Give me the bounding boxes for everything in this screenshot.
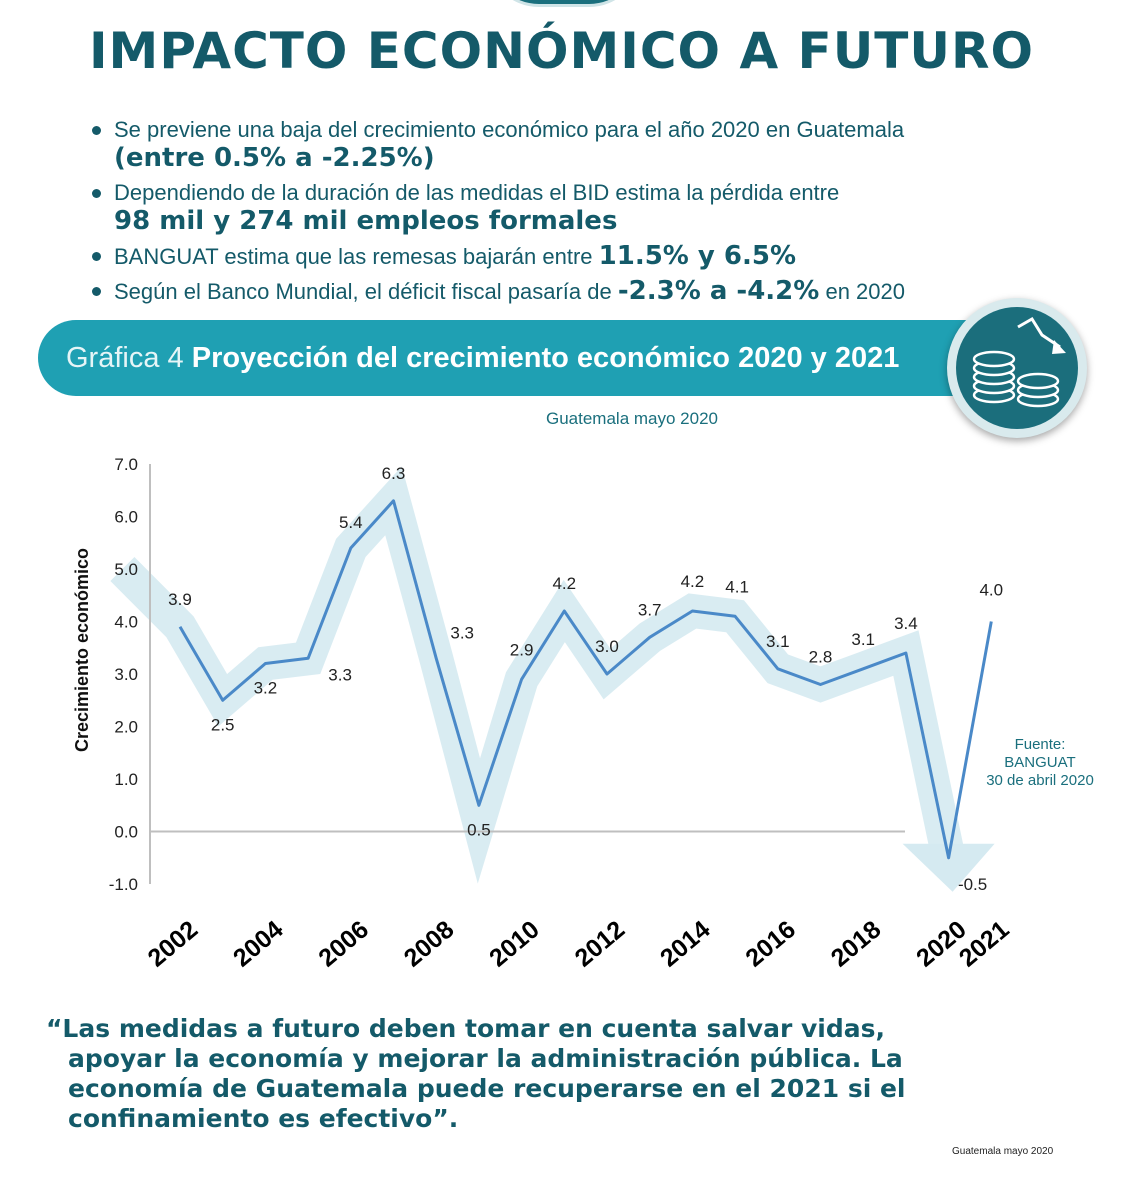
x-tick-label: 2014 [655, 915, 716, 972]
y-tick-label: 5.0 [114, 560, 138, 579]
bullet-highlight: -2.3% a -4.2% [617, 276, 820, 306]
x-tick-label: 2012 [570, 915, 631, 972]
bullet-text: BANGUAT estima que las remesas bajarán e… [114, 244, 593, 269]
data-label: 2.5 [211, 715, 235, 734]
data-label: 4.2 [681, 572, 705, 591]
y-tick-label: 6.0 [114, 508, 138, 527]
bullet-gdp: Se previene una baja del crecimiento eco… [92, 116, 1092, 173]
bullet-text: Dependiendo de la duración de las medida… [114, 180, 840, 205]
top-decorative-arc [486, 0, 642, 7]
x-tick-label: 2002 [143, 915, 204, 972]
data-label: 6.3 [382, 464, 406, 483]
source-name: BANGUAT [1004, 754, 1076, 771]
x-tick-label: 2008 [399, 915, 460, 972]
source-date: 30 de abril 2020 [986, 772, 1094, 789]
data-label: 3.3 [450, 623, 474, 642]
data-label: 5.4 [339, 513, 363, 532]
key-points-list: Se previene una baja del crecimiento eco… [92, 116, 1092, 312]
data-label: 4.2 [552, 574, 576, 593]
chart-banner-title: Gráfica 4 Proyección del crecimiento eco… [66, 336, 899, 380]
y-axis-title: Crecimiento económico [72, 548, 92, 752]
bullet-dot-icon [92, 126, 101, 135]
y-tick-label: 3.0 [114, 665, 138, 684]
x-tick-label: 2006 [313, 915, 374, 972]
trend-band-arrowhead [902, 843, 995, 892]
bullet-remittances: BANGUAT estima que las remesas bajarán e… [92, 242, 1092, 271]
bullet-highlight: (entre 0.5% a -2.25%) [114, 143, 435, 173]
x-tick-label: 2018 [826, 915, 887, 972]
quote-line: economía de Guatemala puede recuperarse … [68, 1074, 906, 1103]
bullet-jobs: Dependiendo de la duración de las medida… [92, 179, 1092, 236]
coins-icon [972, 316, 1066, 408]
chart-title: Proyección del crecimiento económico 202… [191, 342, 900, 374]
growth-line-chart: -1.0 0.0 1.0 2.0 3.0 4.0 5.0 6.0 7.0 Crecimiento … [72, 455, 1015, 972]
bullet-deficit: Según el Banco Mundial, el déficit fisca… [92, 277, 1092, 306]
quote-line: confinamiento es efectivo”. [68, 1104, 459, 1133]
source-note: Fuente: BANGUAT 30 de abril 2020 [960, 736, 1120, 790]
x-tick-label: 2016 [740, 915, 801, 972]
y-tick-label: 2.0 [114, 718, 138, 737]
data-label: 3.0 [595, 637, 619, 656]
page-title: IMPACTO ECONÓMICO A FUTURO [88, 22, 1035, 80]
quote-line: apoyar la economía y mejorar la administ… [68, 1044, 903, 1073]
data-label: 4.1 [725, 577, 749, 596]
bullet-dot-icon [92, 287, 101, 296]
data-label: 0.5 [467, 820, 491, 839]
chart-banner [38, 320, 1048, 396]
closing-quote: “Las medidas a futuro deben tomar en cue… [46, 1014, 1086, 1134]
footer-note: Guatemala mayo 2020 [952, 1146, 1054, 1157]
data-label: 3.4 [894, 614, 918, 633]
y-tick-label: 1.0 [114, 770, 138, 789]
bullet-text: Se previene una baja del crecimiento eco… [114, 117, 905, 142]
data-label: 4.0 [979, 581, 1003, 600]
bullet-dot-icon [92, 252, 101, 261]
y-tick-label: -1.0 [109, 875, 138, 894]
bullet-text: Según el Banco Mundial, el déficit fisca… [114, 279, 612, 304]
y-tick-label: 7.0 [114, 455, 138, 474]
quote-line: “Las medidas a futuro deben tomar en cue… [46, 1014, 886, 1043]
data-label: 3.9 [168, 590, 192, 609]
data-label: 3.1 [766, 632, 790, 651]
bullet-highlight: 98 mil y 274 mil empleos formales [114, 206, 618, 236]
x-tick-label: 2004 [228, 915, 289, 972]
y-tick-label: 4.0 [114, 613, 138, 632]
data-label: 3.2 [254, 679, 278, 698]
data-label: 3.1 [851, 630, 875, 649]
data-label: 2.9 [510, 640, 534, 659]
bullet-suffix: en 2020 [825, 279, 905, 304]
bullet-highlight: 11.5% y 6.5% [598, 241, 797, 271]
data-label: 2.8 [809, 648, 833, 667]
y-tick-label: 0.0 [114, 823, 138, 842]
coins-falling-arrow-icon [947, 298, 1087, 438]
x-tick-label: 2021 [954, 915, 1015, 972]
chart-number: Gráfica 4 [66, 342, 184, 374]
source-label: Fuente: [1014, 736, 1066, 753]
data-label: 3.7 [638, 600, 662, 619]
data-label: 3.3 [328, 665, 352, 684]
data-label: -0.5 [958, 875, 987, 894]
series-line [178, 499, 993, 860]
x-tick-label: 2010 [484, 915, 545, 972]
bullet-dot-icon [92, 189, 101, 198]
chart-subtitle: Guatemala mayo 2020 [546, 409, 718, 428]
